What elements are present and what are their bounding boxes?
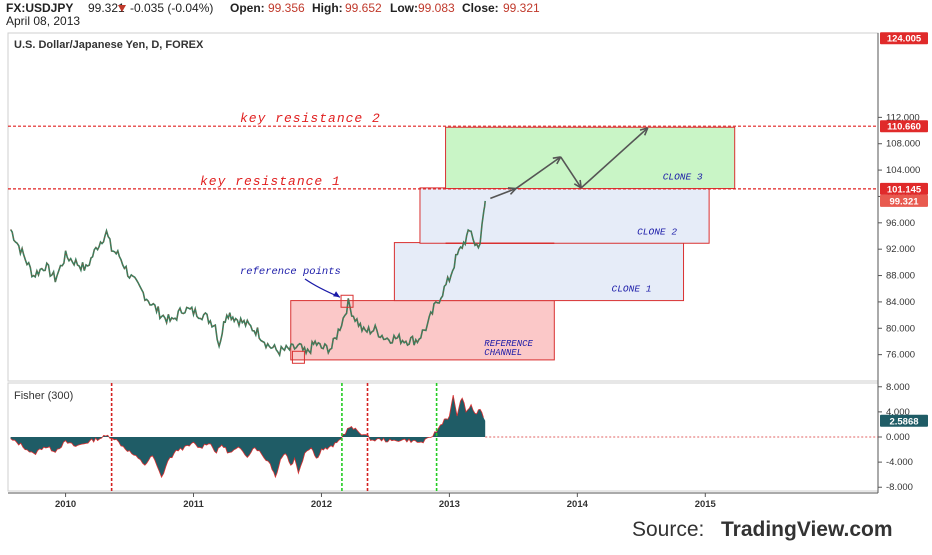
fisher-badge-label: 2.5868	[889, 416, 918, 427]
price-badge-label: 99.321	[889, 196, 919, 207]
projection-arrow	[490, 187, 517, 200]
fisher-edge	[10, 395, 484, 479]
time-tick-label: 2015	[695, 499, 717, 510]
time-tick-label: 2010	[55, 499, 76, 510]
projection-arrow-head	[573, 179, 582, 189]
reference-points-label: reference points	[240, 266, 341, 278]
projection-arrow	[515, 156, 562, 190]
price-badge	[880, 120, 928, 133]
price-badge-label: 124.005	[887, 34, 922, 45]
price-series	[9, 200, 486, 358]
change-value: -0.035 (-0.04%)	[130, 1, 213, 15]
low-label: Low:	[390, 1, 418, 15]
price-tick-label: 112.000	[886, 112, 920, 123]
time-tick-label: 2012	[311, 499, 332, 510]
price-badge	[880, 194, 928, 207]
date-label: April 08, 2013	[6, 14, 80, 28]
time-tick-label: 2013	[439, 499, 460, 510]
close-value: 99.321	[503, 1, 540, 15]
fisher-tick-label: 0.000	[886, 432, 910, 443]
price-tick-label: 84.000	[886, 297, 915, 308]
resistance-layer: key resistance 1 key resistance 2	[8, 111, 878, 190]
fisher-tick-label: -8.000	[886, 482, 913, 493]
resistance-label: key resistance 1	[200, 174, 341, 189]
channel-box	[419, 187, 710, 244]
projection-arrow	[580, 127, 649, 189]
channel-label: REFERENCE	[484, 339, 533, 349]
reference-arrow-head	[333, 291, 341, 298]
time-tick-label: 2011	[183, 499, 204, 510]
open-label: Open:	[230, 1, 265, 15]
chart-title: U.S. Dollar/Japanese Yen, D, FOREX	[14, 39, 204, 51]
price-tick-label: 96.000	[886, 218, 915, 229]
price-layer	[9, 200, 486, 358]
low-value: 99.083	[418, 1, 455, 15]
price-tick-label: 108.000	[886, 139, 920, 150]
high-value: 99.652	[345, 1, 382, 15]
annotation-layer: reference points	[240, 127, 649, 364]
fisher-badge	[880, 414, 928, 427]
reference-point-marker	[340, 294, 354, 308]
channel-label: CHANNEL	[484, 348, 522, 358]
down-arrow-icon	[118, 5, 126, 12]
fisher-tick-label: 8.000	[886, 382, 910, 393]
channel-label: CLONE 3	[663, 172, 703, 183]
price-tick-label: 104.000	[886, 165, 920, 176]
price-tick-label: 76.000	[886, 350, 915, 361]
price-tick-label: 80.000	[886, 323, 915, 334]
price-badge	[880, 182, 928, 195]
reference-point-marker	[291, 350, 305, 364]
time-tick-label: 2014	[567, 499, 589, 510]
price-tick-label: 92.000	[886, 244, 915, 255]
price-badge-label: 110.660	[887, 122, 921, 133]
channel-label: CLONE 2	[637, 226, 677, 237]
fisher-title: Fisher (300)	[14, 390, 73, 402]
price-badge-label: 101.145	[887, 184, 922, 195]
last-price: 99.321	[88, 1, 125, 15]
fisher-tick-label: 4.000	[886, 407, 910, 418]
channel-label: CLONE 1	[612, 284, 652, 295]
resistance-label: key resistance 2	[240, 111, 381, 126]
projection-arrow-head	[507, 187, 517, 195]
close-label: Close:	[462, 1, 499, 15]
projection-arrow-head	[552, 156, 562, 165]
source-brand: TradingView.com	[721, 518, 893, 541]
projection-arrow	[560, 156, 582, 189]
open-value: 99.356	[268, 1, 305, 15]
channel-box	[393, 242, 685, 302]
projection-arrow-head	[639, 127, 649, 136]
price-badge	[880, 32, 928, 45]
symbol-label[interactable]: FX:USDJPY	[6, 1, 73, 15]
source-label: Source:	[632, 518, 704, 541]
price-tick-label: 88.000	[886, 271, 915, 282]
high-label: High:	[312, 1, 343, 15]
fisher-layer	[10, 383, 878, 491]
fisher-tick-label: -4.000	[886, 457, 913, 468]
